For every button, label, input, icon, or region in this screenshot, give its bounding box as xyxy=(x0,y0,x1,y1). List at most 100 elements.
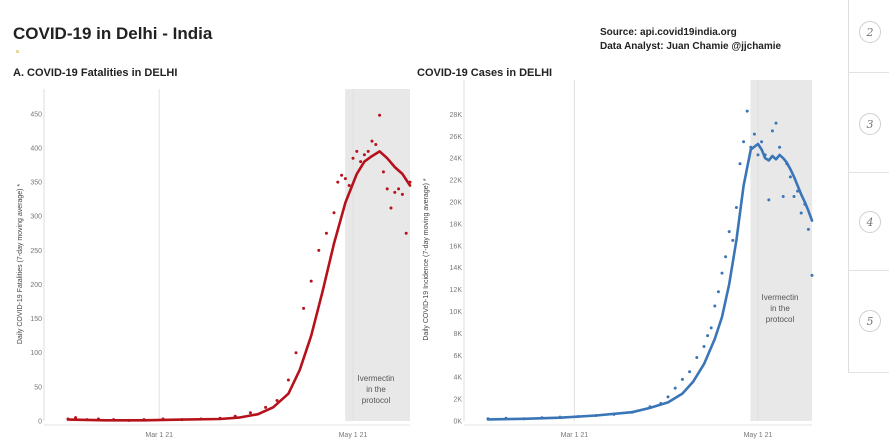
data-point xyxy=(381,170,385,174)
y-tick-label: 10K xyxy=(450,309,463,316)
page-navigator: 2 3 4 5 xyxy=(848,0,889,448)
x-tick-label: Mar 1 21 xyxy=(561,432,589,439)
data-point xyxy=(248,411,252,415)
y-tick-label: 2K xyxy=(453,397,462,404)
y-tick-label: 14K xyxy=(450,265,463,272)
data-point xyxy=(385,187,389,191)
y-tick-label: 0K xyxy=(453,419,462,426)
page-5-button[interactable]: 5 xyxy=(859,310,881,332)
data-point xyxy=(778,145,782,149)
y-tick-label: 8K xyxy=(453,331,462,338)
data-point xyxy=(716,290,720,294)
data-point xyxy=(713,304,717,308)
y-tick-label: 20K xyxy=(450,200,463,207)
data-point xyxy=(688,370,692,374)
data-point xyxy=(309,279,313,283)
y-tick-label: 18K xyxy=(450,221,463,228)
y-tick-label: 26K xyxy=(450,134,463,141)
analyst-line: Data Analyst: Juan Chamie @jjchamie xyxy=(600,41,782,52)
data-point xyxy=(774,121,778,125)
ivermectin-annotation: in the xyxy=(770,304,790,313)
x-tick-label: May 1 21 xyxy=(744,432,773,439)
data-point xyxy=(745,109,749,113)
data-point xyxy=(378,113,382,117)
y-tick-label: 150 xyxy=(30,316,42,323)
data-point xyxy=(370,139,374,143)
data-point xyxy=(359,160,363,164)
y-tick-label: 6K xyxy=(453,353,462,360)
y-tick-label: 300 xyxy=(30,214,42,221)
data-point xyxy=(709,326,713,330)
ivermectin-annotation: protocol xyxy=(362,396,391,405)
data-point xyxy=(302,306,306,310)
navigator-rail xyxy=(848,0,849,372)
y-tick-label: 100 xyxy=(30,350,42,357)
data-point xyxy=(317,248,321,252)
navigator-divider xyxy=(848,372,889,373)
data-point xyxy=(393,190,397,194)
ivermectin-annotation: Ivermectin xyxy=(762,293,799,302)
data-point xyxy=(340,173,344,177)
y-tick-label: 450 xyxy=(30,111,42,118)
data-point xyxy=(720,271,724,275)
chart-title: A. COVID-19 Fatalities in DELHI xyxy=(13,67,177,79)
navigator-divider xyxy=(848,172,889,173)
data-point xyxy=(706,334,710,338)
source-block: Source: api.covid19india.org Data Analys… xyxy=(600,26,781,54)
y-tick-label: 50 xyxy=(34,384,42,391)
navigator-divider xyxy=(848,270,889,271)
data-point xyxy=(738,162,742,166)
data-point xyxy=(397,187,401,191)
data-point xyxy=(810,273,814,277)
moving-average-line xyxy=(66,150,412,422)
y-tick-label: 4K xyxy=(453,375,462,382)
fatalities-chart: A. COVID-19 Fatalities in DELHI 0 50 100 150… xyxy=(13,67,412,439)
data-point xyxy=(702,345,706,349)
data-point xyxy=(294,351,298,355)
data-point xyxy=(374,143,378,147)
data-point xyxy=(400,192,404,196)
navigator-divider xyxy=(848,72,889,73)
ivermectin-annotation: protocol xyxy=(766,315,795,324)
y-tick-label: 350 xyxy=(30,180,42,187)
data-point xyxy=(806,227,810,231)
page-2-button[interactable]: 2 xyxy=(859,21,881,43)
data-point xyxy=(727,230,731,234)
data-point xyxy=(760,140,764,144)
data-point xyxy=(264,405,268,409)
data-point xyxy=(673,386,677,390)
y-tick-label: 28K xyxy=(450,112,463,119)
shaded-ivermectin-region xyxy=(345,89,410,421)
data-point xyxy=(792,195,796,199)
y-tick-label: 12K xyxy=(450,287,463,294)
data-point xyxy=(724,255,728,259)
y-tick-label: 16K xyxy=(450,243,463,250)
page-4-button[interactable]: 4 xyxy=(859,211,881,233)
data-point xyxy=(731,238,735,242)
data-point xyxy=(343,177,347,181)
ivermectin-annotation: in the xyxy=(366,385,386,394)
y-tick-label: 400 xyxy=(30,145,42,152)
data-point xyxy=(404,231,408,235)
data-point xyxy=(347,184,351,187)
x-tick-label: May 1 21 xyxy=(339,432,368,439)
cases-chart: COVID-19 Cases in DELHI 0K 2K 4K 6K 8K 10K 12K 1… xyxy=(417,67,814,439)
data-point xyxy=(275,399,279,403)
data-point xyxy=(332,211,336,215)
data-point xyxy=(742,140,746,144)
page-3-button[interactable]: 3 xyxy=(859,113,881,135)
ivermectin-annotation: Ivermectin xyxy=(358,374,395,383)
y-tick-label: 200 xyxy=(30,282,42,289)
data-point xyxy=(770,129,774,133)
data-point xyxy=(366,149,370,153)
data-point xyxy=(756,153,760,157)
y-tick-label: 250 xyxy=(30,248,42,255)
page-title: COVID-19 in Delhi - India xyxy=(13,24,213,43)
chart-title: COVID-19 Cases in DELHI xyxy=(417,67,552,79)
title-accent-dot xyxy=(16,50,19,53)
data-point xyxy=(752,132,756,136)
data-point xyxy=(351,156,355,160)
y-tick-label: 24K xyxy=(450,156,463,163)
y-axis-label: Daily COVID-19 Incidence (7-day moving a… xyxy=(423,178,430,341)
y-tick-label: 0 xyxy=(38,419,42,426)
